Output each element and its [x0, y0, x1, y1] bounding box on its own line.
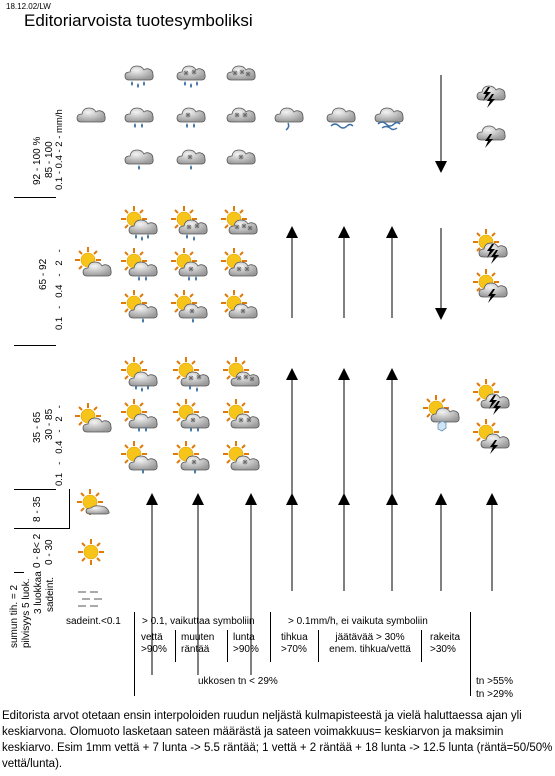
arrow-up-icon: [338, 226, 350, 318]
sun-rain-cloud-icon: [120, 205, 158, 241]
sunny-sleet-cloud-icon: [172, 356, 210, 392]
arrow-up-icon: [386, 226, 398, 318]
sun-cloud-icon: [74, 402, 112, 433]
band-divider: [14, 345, 56, 346]
col-water-label: vettä >90%: [141, 632, 167, 655]
thunder-prob-29: tn >29%: [476, 689, 513, 700]
rain-cloud-icon: [124, 149, 154, 170]
sun-thunder-cloud-icon: [472, 228, 508, 264]
group1-label: > 0.1, vaikuttaa symboliin: [142, 616, 255, 627]
sunny-rain-cloud-icon: [120, 356, 158, 392]
footnote-text: Editorista arvot otetaan ensin interpolo…: [2, 710, 553, 770]
band4-percent-label: 8 - 35: [32, 496, 43, 522]
arrow-up-icon: [338, 493, 350, 591]
cloudiness-label: pilvisyys 5 luok.: [21, 578, 32, 648]
thunder-cloud-icon: [476, 125, 506, 148]
arrow-up-icon: [146, 493, 158, 675]
fair-sun-cloud-icon: [76, 488, 110, 516]
fog-label: sumun tih. = 2: [9, 584, 20, 648]
band5-label-a: 0 - 30: [44, 539, 55, 565]
col-snow-label: lunta >90%: [233, 632, 259, 655]
rain-cloud-icon: [124, 65, 154, 88]
col-sleet-label: muuten räntää: [181, 632, 215, 655]
arrow-up-icon: [435, 493, 447, 591]
legend-divider: [134, 612, 135, 696]
sun-sleet-cloud-icon: [170, 247, 208, 281]
sun-snow-cloud-icon: [220, 247, 258, 277]
snow-cloud-icon: [226, 149, 256, 165]
sun-thunder-cloud-icon: [472, 268, 508, 303]
col-freezing-label: jäätävää > 30% enem. tihkua/vettä: [329, 632, 411, 655]
band2-percent-label: 65 - 92: [38, 258, 49, 290]
band3-percent-label: 35 - 65: [32, 411, 43, 443]
sun-icon: [77, 538, 105, 566]
sun-rain-cloud-icon: [120, 289, 158, 323]
legend-divider: [318, 630, 319, 662]
band-divider: [14, 489, 56, 490]
sunny-rain-cloud-icon: [120, 398, 158, 432]
sleet-cloud-icon: [176, 107, 206, 128]
sun-rain-cloud-icon: [120, 247, 158, 281]
col-drizzle-label: tihkua >70%: [281, 632, 308, 655]
band5-label-b: 0 - 8: [32, 547, 43, 568]
sun-snow-cloud-icon: [220, 289, 258, 319]
sunny-snow-cloud-icon: [222, 440, 260, 471]
thunder-prob-label: ukkosen tn < 29%: [198, 676, 278, 687]
sun-sleet-cloud-icon: [170, 205, 208, 241]
sunny-snow-cloud-icon: [222, 356, 260, 387]
arrow-up-icon: [192, 493, 204, 675]
drizzle-cloud-icon: [274, 107, 304, 131]
thunder-prob-55: tn >55%: [476, 676, 513, 687]
band-divider: [69, 489, 70, 529]
sunny-sleet-cloud-icon: [172, 398, 210, 432]
arrow-up-icon: [286, 226, 298, 318]
sunny-thunder-cloud-icon: [472, 418, 510, 454]
band-divider: [14, 572, 24, 573]
sunny-thunder-cloud-icon: [472, 378, 510, 415]
freezing-rain-icon: [374, 107, 404, 131]
legend-divider: [270, 612, 271, 662]
freezing-rain-icon: [326, 107, 356, 129]
sleet-cloud-icon: [176, 149, 206, 170]
arrow-up-icon: [486, 493, 498, 591]
precip-label: sadeint.: [45, 576, 56, 612]
legend-divider: [470, 612, 471, 696]
sunny-rain-cloud-icon: [120, 440, 158, 474]
legend-divider: [175, 630, 176, 662]
sun-sleet-cloud-icon: [170, 289, 208, 323]
legend-divider: [421, 630, 422, 662]
thunder-cloud-icon: [476, 85, 506, 108]
cloud-icon: [76, 107, 106, 123]
rainrate-axis-label: 0.1 - 0.4 - 2 -: [54, 249, 65, 330]
sunny-sleet-cloud-icon: [172, 440, 210, 474]
arrow-up-icon: [245, 493, 257, 675]
sun-cloud-icon: [74, 246, 112, 277]
sunny-snow-cloud-icon: [222, 398, 260, 429]
band-divider: [14, 197, 56, 198]
rainrate-axis-label: 0.1 - 0.4 - 2 - mm/h: [54, 109, 65, 190]
arrow-down-icon: [435, 75, 447, 173]
page-title: Editoriarvoista tuotesymboliksi: [24, 11, 253, 30]
arrow-down-icon: [435, 228, 447, 320]
sun-snow-cloud-icon: [220, 205, 258, 235]
legend-divider: [227, 630, 228, 662]
fog-icon: [78, 591, 102, 607]
rainrate-axis-label: 0.1 - 0.4 - 2 -: [54, 405, 65, 486]
classes-label: 3 luokkaa: [33, 571, 44, 614]
col-hail-label: rakeita >30%: [430, 632, 461, 655]
rain-cloud-icon: [124, 107, 154, 128]
hail-icon: [422, 394, 460, 432]
arrow-up-icon: [286, 493, 298, 591]
band-divider: [14, 528, 70, 529]
no-precip-label: sadeint.<0.1: [66, 616, 121, 627]
snow-cloud-icon: [226, 107, 256, 123]
arrow-up-icon: [386, 493, 398, 591]
band1-percent-label: 92 - 100 %: [32, 136, 43, 185]
sleet-cloud-icon: [176, 65, 206, 88]
reference-code: 18.12.02/LW: [6, 2, 51, 11]
snow-cloud-icon: [226, 65, 256, 81]
group2-label: > 0.1mm/h, ei vaikuta symboliin: [288, 616, 428, 627]
band5-label-c: < 2: [32, 533, 43, 548]
